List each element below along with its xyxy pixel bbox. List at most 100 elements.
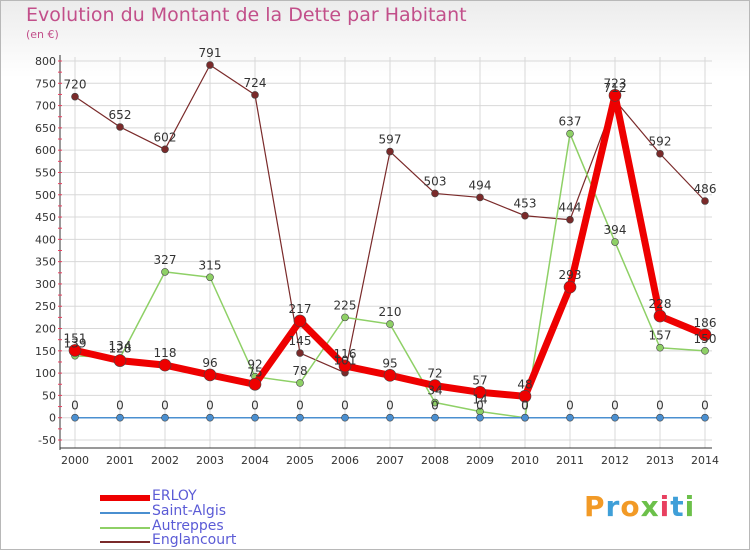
data-label-saint-algis: 0	[251, 399, 259, 413]
data-label-englancourt: 597	[379, 133, 402, 147]
x-tick-label: 2005	[286, 454, 314, 467]
y-tick-label: 100	[35, 367, 56, 380]
data-label-englancourt: 101	[334, 354, 357, 368]
data-point-saint-algis	[206, 413, 214, 422]
x-tick-label: 2008	[421, 454, 449, 467]
x-tick-label: 2006	[331, 454, 359, 467]
data-point-erloy	[563, 280, 577, 294]
y-tick-label: 600	[35, 144, 56, 157]
x-tick-label: 2001	[106, 454, 134, 467]
data-label-autreppes: 225	[334, 298, 357, 312]
data-point-saint-algis	[656, 413, 664, 422]
data-label-englancourt: 503	[424, 174, 447, 188]
data-label-erloy: 128	[109, 342, 132, 356]
data-label-erloy: 151	[64, 331, 87, 345]
data-point-erloy	[338, 359, 352, 373]
logo-letter: x	[640, 490, 660, 523]
axes: -500501001502002503003504004505005506006…	[35, 55, 719, 467]
data-label-erloy: 293	[559, 268, 582, 282]
y-tick-label: 300	[35, 278, 56, 291]
legend-swatch-autreppes	[100, 527, 150, 529]
x-tick-label: 2014	[691, 454, 719, 467]
legend-label-autreppes: Autreppes	[152, 518, 224, 534]
data-label-englancourt: 724	[244, 76, 267, 90]
data-point-englancourt	[566, 215, 574, 224]
data-point-autreppes	[341, 313, 349, 322]
y-tick-label: 250	[35, 300, 56, 313]
data-point-autreppes	[161, 268, 169, 276]
chart-title: Evolution du Montant de la Dette par Hab…	[26, 4, 467, 26]
data-point-erloy	[248, 377, 262, 391]
data-point-autreppes	[656, 343, 664, 352]
x-tick-label: 2002	[151, 454, 179, 467]
data-label-autreppes: 327	[154, 253, 177, 267]
data-label-saint-algis: 0	[161, 399, 169, 413]
data-label-saint-algis: 0	[476, 399, 484, 413]
legend-label-erloy: ERLOY	[152, 488, 197, 504]
data-label-autreppes: 637	[559, 115, 582, 129]
data-point-autreppes	[296, 379, 304, 387]
logo-letter: t	[670, 490, 685, 523]
data-point-englancourt	[296, 349, 304, 357]
data-point-englancourt	[116, 123, 124, 131]
x-tick-label: 2007	[376, 454, 404, 467]
data-point-englancourt	[521, 211, 529, 220]
data-point-erloy	[293, 314, 307, 328]
logo-letter: i	[659, 490, 671, 523]
data-point-saint-algis	[521, 413, 529, 422]
data-label-erloy: 75	[247, 365, 262, 379]
data-label-erloy: 96	[202, 356, 217, 370]
data-point-englancourt	[161, 145, 169, 154]
y-tick-label: 800	[35, 55, 56, 68]
data-point-saint-algis	[251, 413, 259, 422]
data-point-autreppes	[611, 238, 619, 246]
data-label-saint-algis: 0	[386, 399, 394, 413]
data-point-saint-algis	[476, 413, 484, 422]
chart-subtitle: (en €)	[26, 28, 59, 41]
data-label-autreppes: 78	[292, 364, 307, 378]
data-point-saint-algis	[116, 413, 124, 422]
data-point-englancourt	[71, 92, 79, 101]
data-point-erloy	[608, 89, 622, 102]
data-label-erloy: 57	[472, 373, 487, 387]
data-label-autreppes: 139	[64, 337, 87, 351]
x-tick-label: 2011	[556, 454, 584, 467]
data-point-autreppes	[431, 398, 439, 407]
data-label-englancourt: 791	[199, 46, 222, 60]
data-point-erloy	[113, 354, 127, 367]
proxiti-logo: Proxiti	[584, 490, 695, 523]
data-point-saint-algis	[611, 413, 619, 422]
data-label-englancourt: 486	[694, 182, 717, 196]
data-label-saint-algis: 0	[656, 399, 664, 413]
data-label-autreppes: 150	[694, 332, 717, 346]
data-point-saint-algis	[566, 413, 574, 422]
y-tick-label: 500	[35, 189, 56, 202]
data-point-autreppes	[386, 320, 394, 328]
data-point-erloy	[698, 328, 712, 342]
data-label-englancourt: 720	[64, 78, 87, 92]
data-point-saint-algis	[386, 413, 394, 422]
data-label-erloy: 48	[517, 377, 532, 391]
y-tick-label: 700	[35, 100, 56, 113]
data-label-saint-algis: 0	[116, 399, 124, 413]
data-point-saint-algis	[701, 413, 709, 422]
x-tick-label: 2013	[646, 454, 674, 467]
data-label-autreppes: 315	[199, 258, 222, 272]
data-point-autreppes	[566, 129, 574, 138]
data-label-erloy: 95	[382, 356, 397, 370]
data-point-englancourt	[476, 193, 484, 202]
data-point-erloy	[158, 358, 172, 372]
data-point-erloy	[653, 309, 667, 323]
data-label-englancourt: 712	[604, 81, 627, 95]
data-label-autreppes: 34	[427, 384, 442, 398]
logo-letter: r	[605, 490, 621, 523]
data-label-englancourt: 602	[154, 130, 177, 144]
data-point-saint-algis	[161, 413, 169, 422]
x-tick-label: 2003	[196, 454, 224, 467]
data-label-saint-algis: 0	[701, 399, 709, 413]
data-point-englancourt	[251, 91, 259, 99]
y-tick-label: 50	[42, 389, 56, 402]
